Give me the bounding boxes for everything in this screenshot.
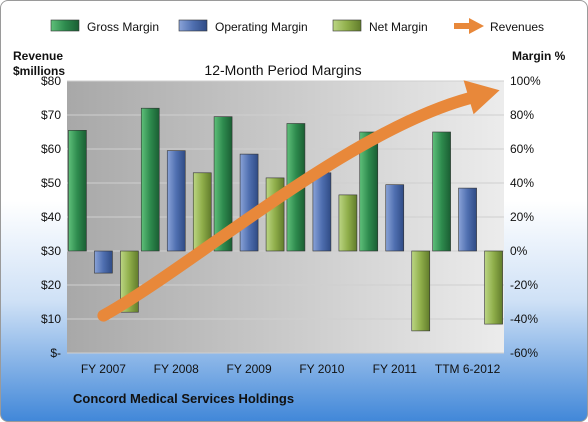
net-margin-bar	[411, 250, 431, 332]
left-axis-title-line2: $millions	[13, 64, 65, 78]
left-tick-label: $30	[41, 244, 61, 258]
gross-margin-bar	[213, 116, 233, 252]
right-tick-label: -20%	[510, 278, 538, 292]
right-tick-label: 60%	[510, 142, 534, 156]
revenues-line	[97, 92, 476, 322]
legend-label: Gross Margin	[87, 20, 159, 34]
left-axis-ticks: $- $10 $20 $30 $40 $50 $60 $70 $80	[41, 74, 61, 360]
x-axis-ticks: FY 2007 FY 2008 FY 2009 FY 2010 FY 2011 TTM 6…	[81, 362, 501, 376]
legend-label: Operating Margin	[215, 20, 308, 34]
operating-margin-bar	[166, 150, 186, 252]
right-axis-ticks: -60% -40% -20% 0% 20% 40% 60% 80% 100%	[510, 74, 541, 360]
left-tick-label: $40	[41, 210, 61, 224]
legend: Gross Margin Operating Margin Net Margin Re…	[50, 18, 544, 34]
gross-margin-bar	[68, 130, 87, 252]
x-tick-label: FY 2011	[373, 362, 418, 376]
operating-margin-bar	[385, 184, 405, 252]
legend-swatch	[178, 19, 208, 32]
right-tick-label: -60%	[510, 346, 538, 360]
right-tick-label: -40%	[510, 312, 538, 326]
left-axis-title-line1: Revenue	[13, 49, 63, 63]
right-axis-title: Margin %	[512, 49, 566, 63]
gross-margin-bar	[359, 131, 379, 252]
legend-swatch-arrowhead	[469, 18, 484, 34]
net-margin-bar	[265, 177, 285, 252]
net-margin-bar	[484, 250, 503, 325]
right-tick-label: 20%	[510, 210, 534, 224]
left-tick-label: $20	[41, 278, 61, 292]
gross-margin-bar	[140, 107, 160, 252]
gross-margin-bar	[432, 131, 451, 252]
left-tick-label: $60	[41, 142, 61, 156]
left-tick-label: $80	[41, 74, 61, 88]
revenues-arrowhead	[463, 80, 500, 115]
company-name: Concord Medical Services Holdings	[73, 391, 294, 406]
operating-margin-bar	[239, 153, 259, 252]
operating-margin-bar	[94, 250, 113, 274]
net-margin-bar	[338, 194, 358, 252]
legend-swatch	[332, 19, 362, 32]
x-tick-label: FY 2008	[154, 362, 199, 376]
chart-title: 12-Month Period Margins	[204, 62, 361, 78]
legend-label: Revenues	[490, 20, 544, 34]
x-tick-label: TTM 6-2012	[435, 362, 501, 376]
right-tick-label: 100%	[510, 74, 541, 88]
right-tick-label: 80%	[510, 108, 534, 122]
operating-margin-bar	[458, 187, 477, 252]
legend-label: Net Margin	[369, 20, 428, 34]
right-tick-label: 0%	[510, 244, 528, 258]
left-tick-label: $70	[41, 108, 61, 122]
legend-swatch	[50, 19, 80, 32]
x-tick-label: FY 2007	[81, 362, 126, 376]
right-tick-label: 40%	[510, 176, 534, 190]
left-tick-label: $-	[50, 346, 61, 360]
operating-margin-bar	[312, 172, 332, 252]
x-tick-label: FY 2009	[227, 362, 272, 376]
x-tick-label: FY 2010	[299, 362, 344, 376]
left-tick-label: $50	[41, 176, 61, 190]
left-tick-label: $10	[41, 312, 61, 326]
revenues-arrow	[97, 80, 500, 322]
